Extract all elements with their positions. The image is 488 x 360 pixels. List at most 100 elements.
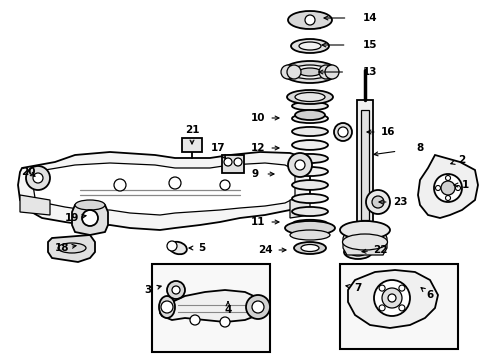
Circle shape [220,317,229,327]
Ellipse shape [301,244,318,252]
Ellipse shape [291,180,327,190]
Ellipse shape [159,296,175,318]
Text: 8: 8 [415,143,423,153]
Text: 18: 18 [55,243,69,253]
Ellipse shape [291,102,327,110]
Polygon shape [20,195,50,215]
Text: 19: 19 [65,213,79,223]
Circle shape [365,190,389,214]
Text: 21: 21 [184,125,199,135]
Ellipse shape [291,207,327,216]
Text: 12: 12 [250,143,264,153]
Ellipse shape [290,39,328,53]
Circle shape [445,195,449,201]
Ellipse shape [289,230,329,240]
Ellipse shape [291,140,327,150]
Polygon shape [18,152,309,230]
Text: 24: 24 [257,245,272,255]
Polygon shape [33,163,294,215]
Circle shape [378,285,385,291]
Text: 14: 14 [362,13,377,23]
Ellipse shape [286,90,332,104]
Ellipse shape [339,221,389,239]
Circle shape [435,185,440,190]
Polygon shape [72,205,108,235]
Ellipse shape [291,154,327,163]
Circle shape [445,175,449,180]
Bar [356,100,372,230]
Polygon shape [342,228,386,255]
Text: 1: 1 [461,180,468,190]
Circle shape [281,65,294,79]
Text: 7: 7 [354,283,361,293]
Circle shape [251,301,264,313]
Circle shape [398,285,404,291]
Circle shape [286,65,301,79]
Circle shape [433,174,461,202]
Circle shape [387,294,395,302]
Circle shape [114,179,126,191]
Polygon shape [160,290,262,322]
Bar [152,264,269,352]
Text: 13: 13 [362,67,376,77]
Bar [339,264,457,349]
Circle shape [169,177,181,189]
Circle shape [337,127,347,137]
Ellipse shape [287,11,331,29]
Circle shape [371,196,383,208]
Ellipse shape [298,42,320,50]
Ellipse shape [342,234,386,250]
Ellipse shape [291,220,327,228]
Circle shape [294,160,305,170]
Polygon shape [48,235,95,262]
Bar [182,138,202,152]
Ellipse shape [293,242,325,254]
Ellipse shape [294,110,325,120]
Ellipse shape [290,65,328,79]
Ellipse shape [291,167,327,176]
Bar [222,155,244,173]
Text: 10: 10 [250,113,264,123]
Circle shape [440,181,454,195]
Text: 20: 20 [20,167,35,177]
Circle shape [325,65,338,79]
Text: 17: 17 [210,143,225,153]
Circle shape [305,15,314,25]
Circle shape [190,315,200,325]
Text: 9: 9 [251,169,258,179]
Ellipse shape [169,242,186,254]
Ellipse shape [294,93,325,102]
Circle shape [378,305,385,311]
Circle shape [454,185,460,190]
Circle shape [398,305,404,311]
Ellipse shape [291,127,327,136]
Circle shape [167,241,177,251]
Polygon shape [289,198,309,218]
Text: 6: 6 [426,290,433,300]
Text: 5: 5 [198,243,205,253]
Text: 11: 11 [250,217,264,227]
Ellipse shape [282,61,337,83]
Text: 4: 4 [224,305,231,315]
Circle shape [287,153,311,177]
Polygon shape [417,155,477,218]
Circle shape [234,158,242,166]
Circle shape [373,280,409,316]
Text: 16: 16 [380,127,394,137]
Text: 2: 2 [457,155,465,165]
Circle shape [26,166,50,190]
Ellipse shape [285,221,334,235]
Circle shape [161,301,173,313]
Ellipse shape [58,243,86,253]
Circle shape [172,286,180,294]
Ellipse shape [75,200,105,210]
Circle shape [33,173,43,183]
Ellipse shape [343,245,371,259]
Circle shape [220,180,229,190]
Ellipse shape [349,248,365,256]
Ellipse shape [291,114,327,123]
Circle shape [381,288,401,308]
Ellipse shape [291,194,327,203]
Circle shape [333,123,351,141]
Text: 3: 3 [144,285,151,295]
